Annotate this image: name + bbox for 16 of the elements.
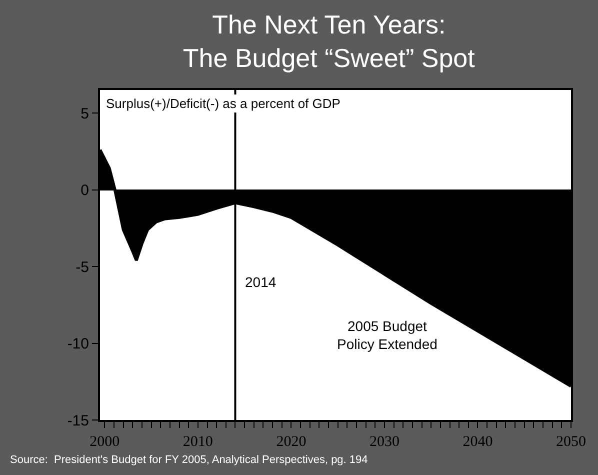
source-note: Source: President's Budget for FY 2005, Analytical Perspectives, pg. 194 (10, 454, 368, 466)
x-tick-label: 2010 (182, 434, 213, 450)
y-tick-label: -10 (67, 336, 89, 353)
x-tick-label: 2040 (462, 434, 493, 450)
y-tick-label: -15 (67, 412, 89, 430)
x-tick-label: 2020 (276, 434, 306, 450)
x-tick-label: 2030 (369, 434, 400, 450)
annotation: 2005 Budget Policy Extended (337, 318, 438, 352)
x-tick-label: 2050 (556, 434, 586, 450)
text: Surplus(+)/Deficit(-) as a percent of GDP (106, 96, 340, 111)
y-tick-label: -5 (76, 258, 89, 276)
ref-line-label: 2014 (245, 274, 276, 290)
chart-title: The Next Ten Years: The Budget “Sweet” Spot (182, 9, 476, 74)
x-tick-label: 2000 (90, 434, 120, 450)
y-tick-label: 0 (80, 182, 89, 200)
y-tick-label: 5 (80, 105, 89, 122)
